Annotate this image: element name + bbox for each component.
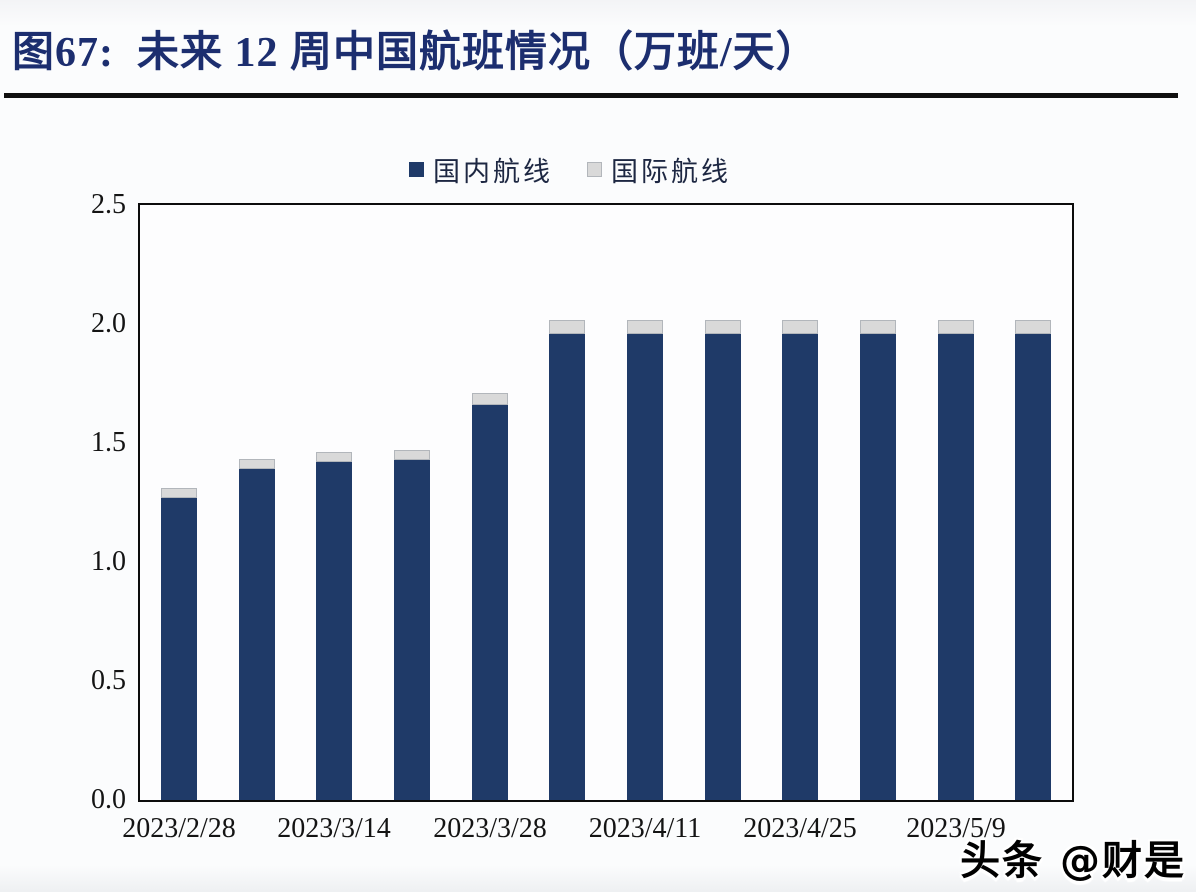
bar-group xyxy=(627,320,663,800)
bar-segment-international xyxy=(860,320,896,334)
legend-item-international: 国际航线 xyxy=(587,150,731,189)
figure-title: 图67: 未来 12 周中国航班情况（万班/天） xyxy=(12,30,819,76)
bar-segment-international xyxy=(239,459,275,469)
bar-segment-domestic xyxy=(782,334,818,800)
title-underline xyxy=(4,93,1178,98)
bar-group xyxy=(161,488,197,800)
bar-group xyxy=(394,450,430,800)
bar-segment-international xyxy=(627,320,663,334)
bar-group xyxy=(705,320,741,800)
legend-swatch-international-icon xyxy=(587,162,602,177)
y-tick-label: 0.5 xyxy=(91,665,126,696)
bar-segment-international xyxy=(161,488,197,498)
bar-segment-domestic xyxy=(394,460,430,800)
bar-segment-domestic xyxy=(938,334,974,800)
chart-legend: 国内航线 国际航线 xyxy=(0,150,1140,189)
legend-item-domestic: 国内航线 xyxy=(409,150,553,189)
bar-segment-domestic xyxy=(705,334,741,800)
watermark: 头条 @财是 xyxy=(960,838,1186,884)
legend-label-domestic: 国内航线 xyxy=(433,157,553,187)
plot-area xyxy=(138,203,1074,802)
bar-group xyxy=(860,320,896,800)
bar-segment-domestic xyxy=(472,405,508,800)
bar-group xyxy=(239,459,275,800)
x-tick-label: 2023/4/25 xyxy=(743,813,857,844)
y-tick-label: 1.0 xyxy=(91,546,126,577)
bar-segment-international xyxy=(394,450,430,460)
bar-group xyxy=(472,393,508,800)
bar-segment-domestic xyxy=(549,334,585,800)
bar-group xyxy=(782,320,818,800)
bar-segment-international xyxy=(472,393,508,405)
bar-segment-domestic xyxy=(316,462,352,800)
bar-segment-domestic xyxy=(239,469,275,800)
bar-group xyxy=(938,320,974,800)
bar-segment-international xyxy=(549,320,585,334)
bar-segment-domestic xyxy=(161,498,197,800)
bar-group xyxy=(316,452,352,800)
legend-swatch-domestic-icon xyxy=(409,162,424,177)
y-tick-label: 2.5 xyxy=(91,189,126,220)
legend-label-international: 国际航线 xyxy=(611,157,731,187)
bar-group xyxy=(1015,320,1051,800)
y-tick-label: 2.0 xyxy=(91,308,126,339)
bar-segment-international xyxy=(1015,320,1051,334)
bar-segment-domestic xyxy=(1015,334,1051,800)
bar-segment-international xyxy=(705,320,741,334)
x-tick-label: 2023/5/9 xyxy=(906,813,1006,844)
x-tick-label: 2023/3/14 xyxy=(277,813,391,844)
x-tick-label: 2023/4/11 xyxy=(588,813,702,844)
bar-segment-international xyxy=(316,452,352,462)
x-tick-label: 2023/2/28 xyxy=(122,813,236,844)
bar-segment-international xyxy=(938,320,974,334)
bar-group xyxy=(549,320,585,800)
bar-segment-international xyxy=(782,320,818,334)
bar-segment-domestic xyxy=(627,334,663,800)
y-tick-label: 0.0 xyxy=(91,784,126,815)
x-tick-label: 2023/3/28 xyxy=(433,813,547,844)
bar-segment-domestic xyxy=(860,334,896,800)
y-tick-label: 1.5 xyxy=(91,427,126,458)
